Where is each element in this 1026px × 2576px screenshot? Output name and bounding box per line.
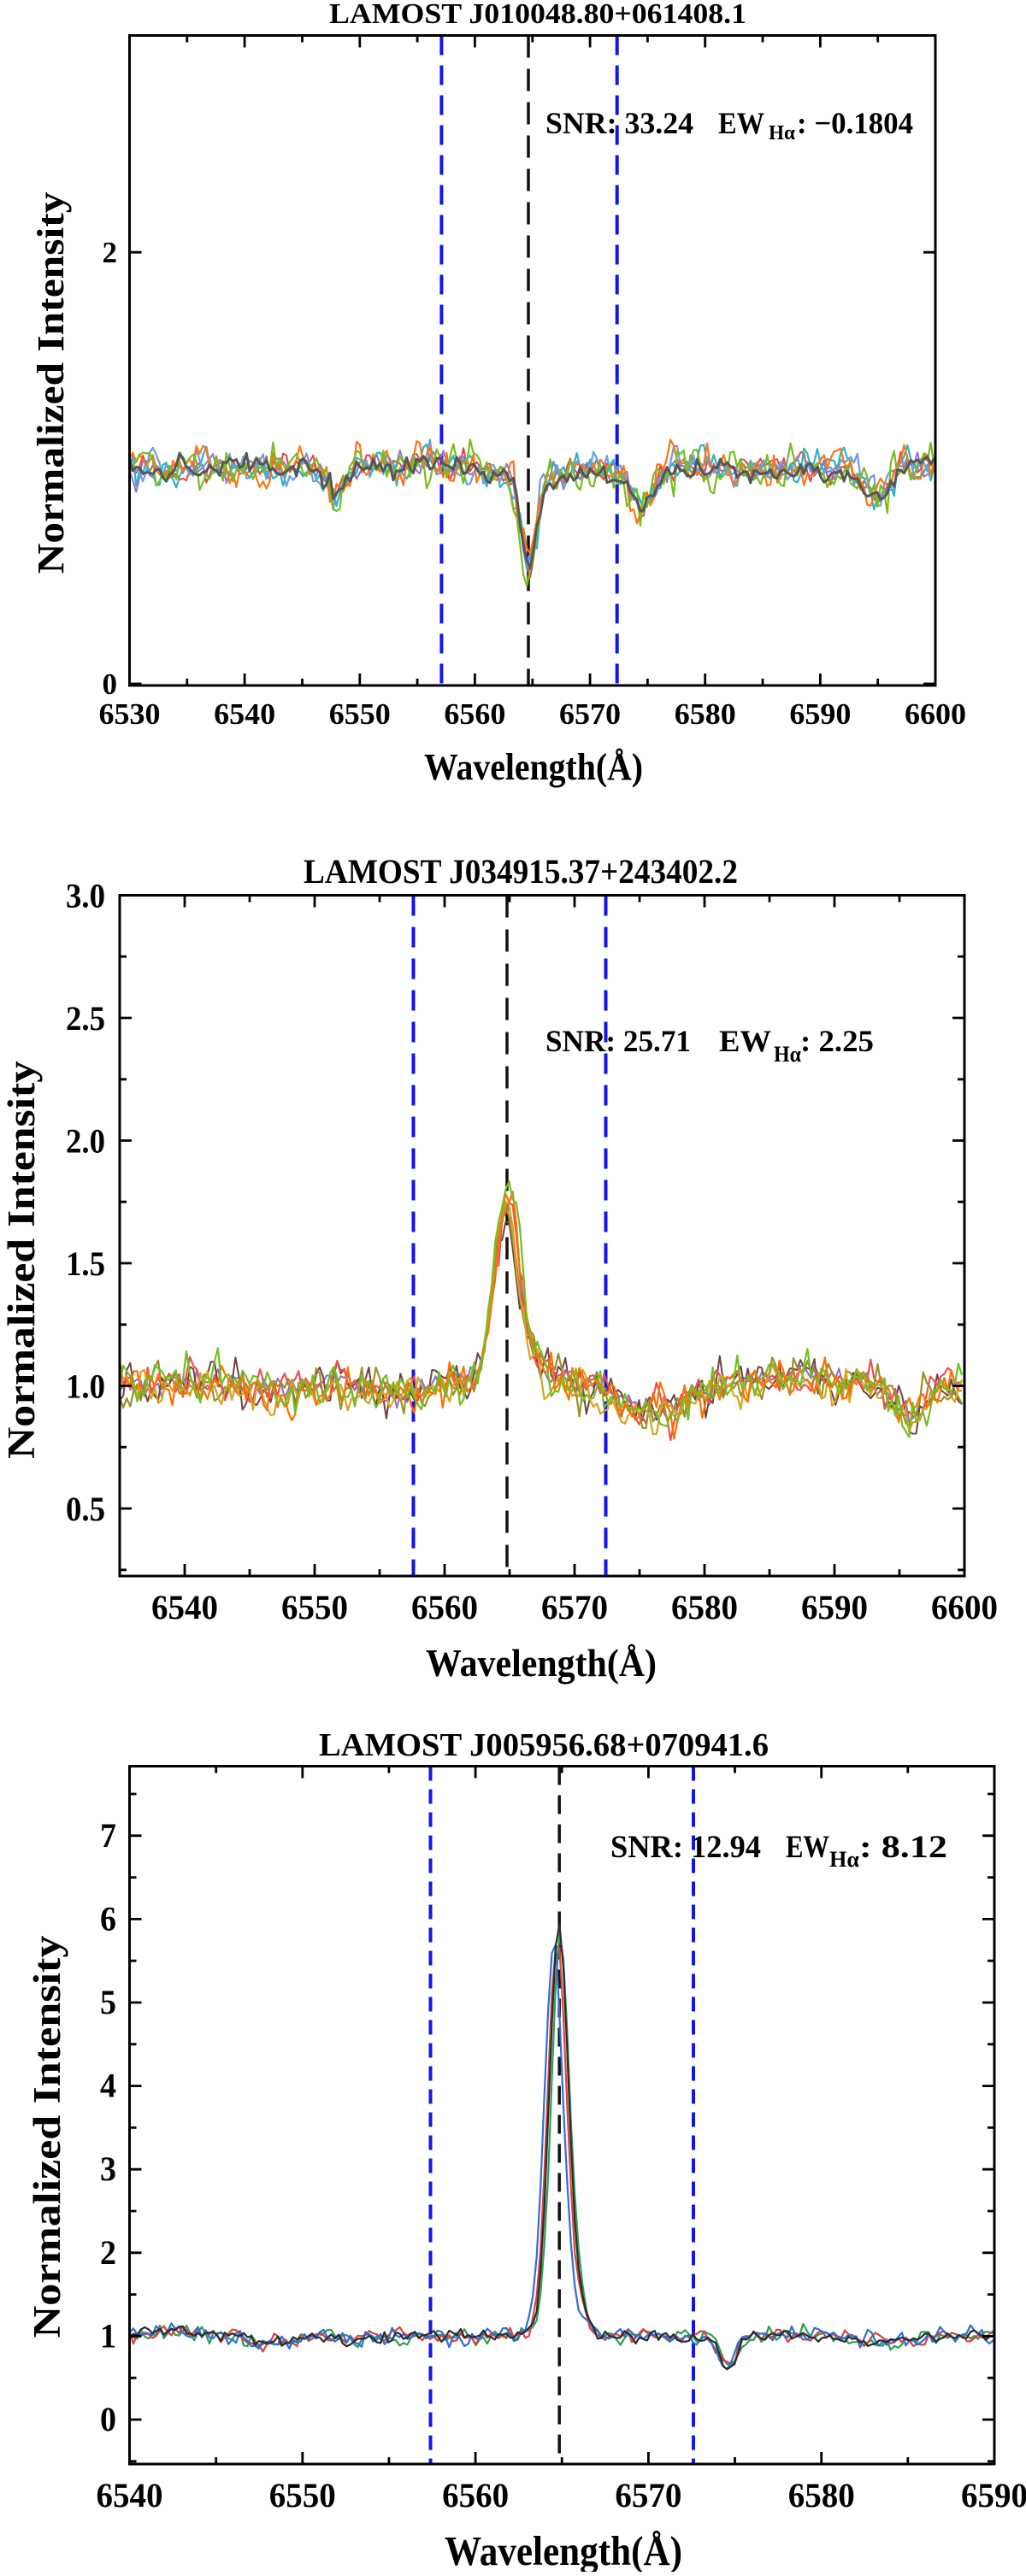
svg-text:6600: 6600: [931, 1588, 998, 1626]
svg-text:2.5: 2.5: [66, 999, 105, 1038]
svg-text:LAMOST J010048.80+061408.1: LAMOST J010048.80+061408.1: [329, 0, 746, 30]
svg-text:6580: 6580: [675, 697, 736, 731]
svg-text:Wavelength(Å): Wavelength(Å): [445, 2527, 682, 2572]
svg-text:Hα: Hα: [829, 1847, 859, 1872]
svg-text:6560: 6560: [442, 2476, 509, 2514]
svg-text:6: 6: [100, 1899, 116, 1938]
svg-text:0: 0: [103, 668, 118, 701]
svg-text:Normalized Intensity: Normalized Intensity: [26, 1935, 68, 2338]
svg-text:SNR: 12.94: SNR: 12.94: [610, 1830, 761, 1865]
svg-text:Hα: Hα: [769, 122, 796, 144]
svg-text:6570: 6570: [541, 1588, 608, 1626]
svg-text:6550: 6550: [281, 1588, 348, 1626]
svg-text:SNR: 25.71: SNR: 25.71: [545, 1024, 691, 1058]
svg-text:2: 2: [103, 236, 118, 269]
svg-text:4: 4: [100, 2067, 116, 2105]
svg-text:SNR: 33.24: SNR: 33.24: [545, 106, 693, 140]
svg-text:Hα: Hα: [774, 1042, 801, 1067]
svg-text:6540: 6540: [214, 697, 275, 731]
svg-text:Wavelength(Å): Wavelength(Å): [426, 1641, 657, 1685]
svg-text:5: 5: [100, 1983, 116, 2021]
svg-text:6590: 6590: [801, 1588, 868, 1626]
svg-text:Normalized Intensity: Normalized Intensity: [0, 1060, 43, 1459]
svg-text:6540: 6540: [97, 2476, 163, 2514]
svg-text:1: 1: [100, 2316, 116, 2355]
svg-text:6540: 6540: [151, 1588, 218, 1626]
svg-text:: 2.25: : 2.25: [800, 1024, 874, 1058]
svg-text:7: 7: [100, 1816, 116, 1855]
svg-text:3.0: 3.0: [66, 877, 105, 915]
svg-text:LAMOST J034915.37+243402.2: LAMOST J034915.37+243402.2: [304, 852, 738, 891]
svg-text:6560: 6560: [411, 1588, 478, 1626]
svg-text:6570: 6570: [559, 697, 621, 731]
svg-text:LAMOST J005956.68+070941.6: LAMOST J005956.68+070941.6: [319, 1727, 769, 1763]
svg-text:0: 0: [100, 2400, 116, 2438]
svg-text:6560: 6560: [444, 697, 505, 731]
svg-text:3: 3: [100, 2150, 116, 2188]
svg-text:1.0: 1.0: [66, 1367, 105, 1406]
svg-text:EW: EW: [718, 106, 764, 140]
svg-text:6590: 6590: [789, 697, 851, 731]
svg-text:1.5: 1.5: [66, 1244, 105, 1283]
svg-text:6600: 6600: [905, 697, 966, 731]
svg-text:6590: 6590: [961, 2476, 1026, 2514]
svg-text:6550: 6550: [269, 2476, 336, 2514]
svg-text:: 8.12: : 8.12: [859, 1830, 947, 1865]
svg-text:: −0.1804: : −0.1804: [797, 106, 913, 140]
svg-text:EW: EW: [719, 1024, 771, 1058]
svg-text:Wavelength(Å): Wavelength(Å): [424, 746, 643, 788]
svg-text:0.5: 0.5: [66, 1490, 105, 1528]
svg-text:6570: 6570: [615, 2476, 681, 2514]
svg-text:6580: 6580: [788, 2476, 855, 2514]
svg-text:2: 2: [100, 2233, 116, 2272]
svg-text:2.0: 2.0: [66, 1122, 105, 1161]
svg-text:6550: 6550: [329, 697, 391, 731]
svg-text:6580: 6580: [671, 1588, 738, 1626]
svg-text:6530: 6530: [99, 697, 161, 731]
svg-text:Normalized Intensity: Normalized Intensity: [30, 192, 72, 574]
svg-text:EW: EW: [786, 1830, 829, 1865]
